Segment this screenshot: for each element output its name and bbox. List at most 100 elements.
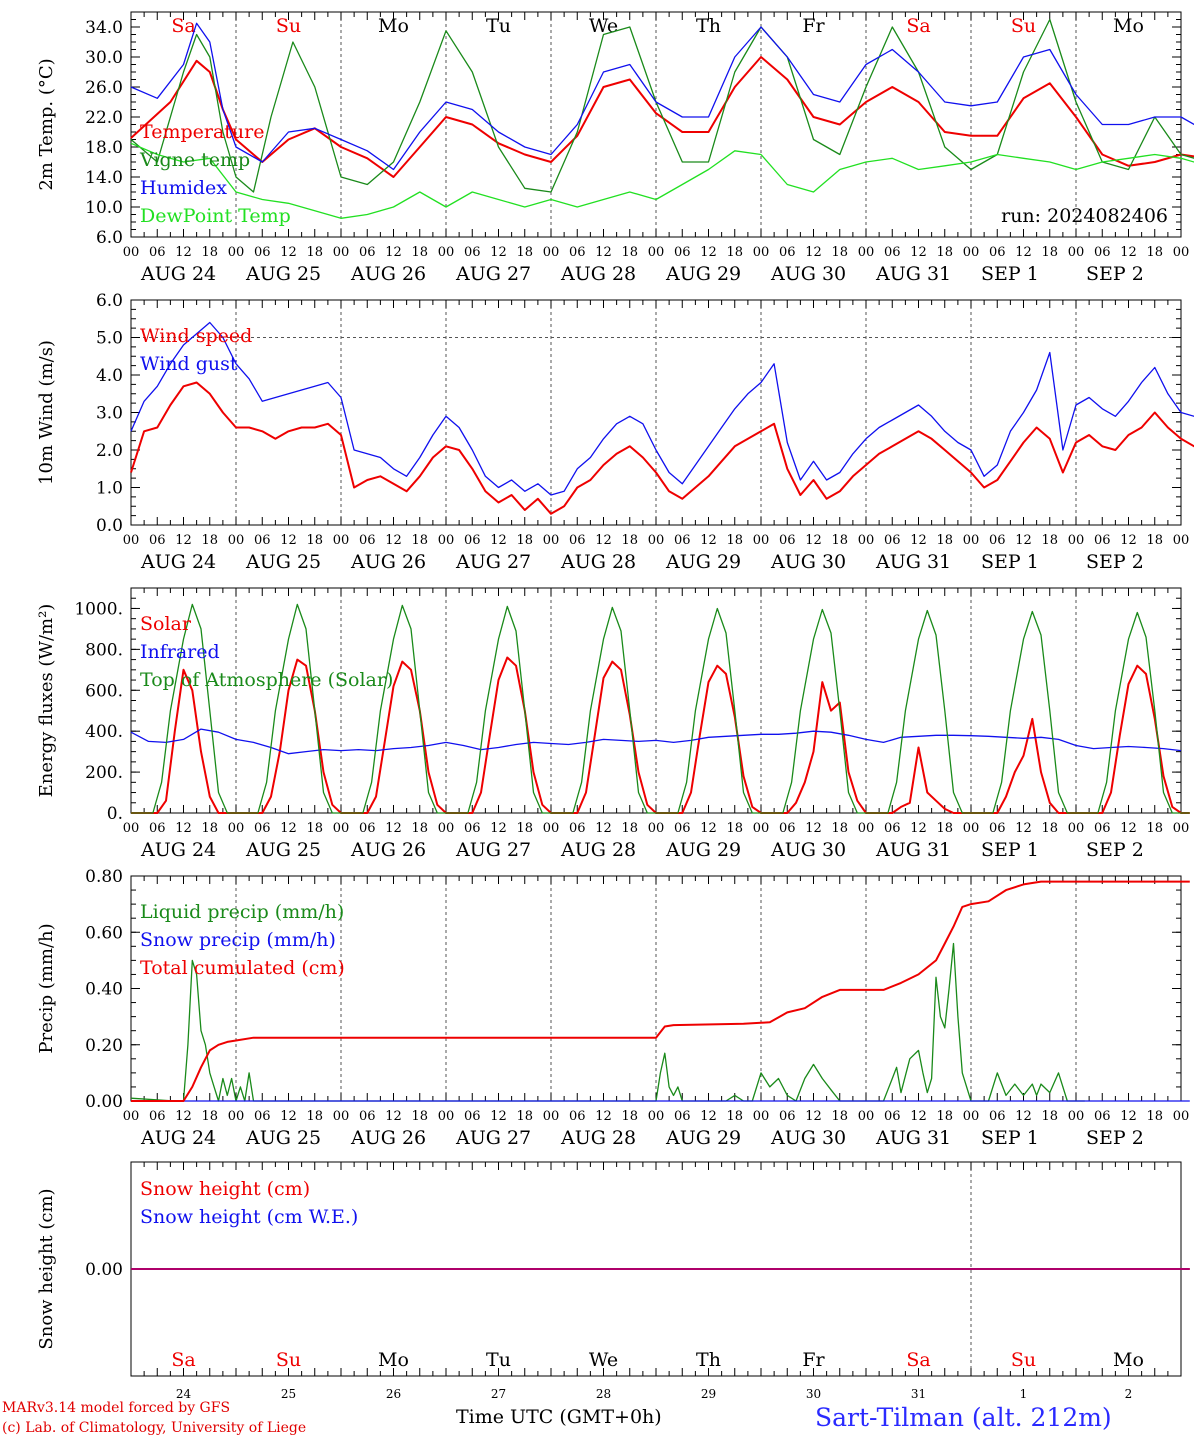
hour-tick-label: 06 <box>359 821 376 836</box>
hour-tick-label: 00 <box>858 821 875 836</box>
date-label: AUG 25 <box>245 263 321 285</box>
hour-tick-label: 06 <box>569 821 586 836</box>
date-label: AUG 24 <box>140 551 216 573</box>
legend-entry: Solar <box>140 613 192 635</box>
hour-tick-label: 12 <box>805 821 822 836</box>
hour-tick-label: 00 <box>438 245 455 260</box>
date-label: AUG 28 <box>560 551 636 573</box>
hour-tick-label: 00 <box>858 1109 875 1124</box>
hour-tick-label: 12 <box>595 1109 612 1124</box>
hour-tick-label: 00 <box>123 533 140 548</box>
date-label: AUG 30 <box>770 263 846 285</box>
panel-2: 0.0 1.0 2.0 3.0 4.0 5.0 6.0 10m Wind (m/s) 00 06 1… <box>36 291 1194 573</box>
y-axis-label: 10m Wind (m/s) <box>36 340 57 485</box>
date-label: AUG 27 <box>455 839 531 861</box>
hour-tick-label: 06 <box>779 1109 796 1124</box>
hour-tick-label: 12 <box>805 245 822 260</box>
hour-tick-label: 06 <box>569 533 586 548</box>
hour-tick-label: 18 <box>1041 533 1058 548</box>
hour-tick-label: 18 <box>516 1109 533 1124</box>
hour-tick-label: 00 <box>858 533 875 548</box>
hour-tick-label: 00 <box>123 821 140 836</box>
hour-tick-label: 06 <box>464 1109 481 1124</box>
hour-tick-label: 18 <box>306 245 323 260</box>
y-tick-label: 18.0 <box>85 138 123 158</box>
hour-tick-label: 00 <box>1068 1109 1085 1124</box>
hour-tick-label: 18 <box>516 533 533 548</box>
hour-tick-label: 18 <box>726 821 743 836</box>
day-of-week-label: Su <box>1011 15 1036 37</box>
hour-tick-label: 12 <box>910 245 927 260</box>
day-of-week-label: Tu <box>486 1349 511 1371</box>
hour-tick-label: 12 <box>175 1109 192 1124</box>
hour-tick-label: 18 <box>936 821 953 836</box>
day-of-week-label: We <box>589 15 618 37</box>
day-number-label: 27 <box>491 1387 506 1401</box>
legend-entry: Total cumulated (cm) <box>140 957 345 979</box>
hour-tick-label: 12 <box>1120 245 1137 260</box>
hour-tick-label: 06 <box>254 245 271 260</box>
hour-tick-label: 06 <box>1094 533 1111 548</box>
date-label: AUG 31 <box>875 839 951 861</box>
hour-tick-label: 18 <box>411 1109 428 1124</box>
y-tick-label: 800. <box>85 640 123 660</box>
hour-tick-label: 00 <box>1173 1109 1190 1124</box>
legend-entry: Top of Atmosphere (Solar) <box>140 669 393 691</box>
hour-tick-label: 06 <box>569 1109 586 1124</box>
hour-tick-label: 12 <box>700 821 717 836</box>
hour-tick-label: 06 <box>254 821 271 836</box>
hour-tick-label: 00 <box>333 533 350 548</box>
hour-tick-label: 18 <box>306 533 323 548</box>
day-of-week-label: Mo <box>378 15 409 37</box>
run-annotation: run: 2024082406 <box>1001 205 1168 227</box>
day-of-week-label: Mo <box>1113 1349 1144 1371</box>
y-tick-label: 0. <box>107 804 123 824</box>
hour-tick-label: 06 <box>884 245 901 260</box>
hour-tick-label: 06 <box>989 1109 1006 1124</box>
hour-tick-label: 06 <box>464 245 481 260</box>
hour-tick-label: 06 <box>359 533 376 548</box>
y-tick-label: 0.80 <box>85 867 123 887</box>
hour-tick-label: 00 <box>963 821 980 836</box>
date-label: SEP 1 <box>981 551 1039 573</box>
hour-tick-label: 18 <box>516 821 533 836</box>
hour-tick-label: 00 <box>228 821 245 836</box>
hour-tick-label: 12 <box>1120 1109 1137 1124</box>
date-label: AUG 29 <box>665 263 741 285</box>
hour-tick-label: 06 <box>779 245 796 260</box>
hour-tick-label: 18 <box>726 533 743 548</box>
legend-entry: Wind speed <box>140 325 252 347</box>
series-line <box>130 22 1194 171</box>
hour-tick-label: 06 <box>254 1109 271 1124</box>
hour-tick-label: 12 <box>805 533 822 548</box>
hour-tick-label: 18 <box>1041 821 1058 836</box>
hour-tick-label: 00 <box>438 821 455 836</box>
hour-tick-label: 12 <box>700 533 717 548</box>
hour-tick-label: 18 <box>1041 245 1058 260</box>
y-tick-label: 0.60 <box>85 923 123 943</box>
hour-tick-label: 12 <box>1120 533 1137 548</box>
day-number-label: 31 <box>911 1387 926 1401</box>
y-tick-label: 3.0 <box>96 404 123 424</box>
legend-entry: Vigne temp <box>139 149 250 171</box>
date-label: AUG 26 <box>350 1127 426 1149</box>
legend-entry: Infrared <box>140 641 220 663</box>
hour-tick-label: 06 <box>149 1109 166 1124</box>
hour-tick-label: 18 <box>306 821 323 836</box>
lab-credit: (c) Lab. of Climatology, University of L… <box>2 1420 307 1436</box>
hour-tick-label: 06 <box>464 821 481 836</box>
hour-tick-label: 18 <box>936 1109 953 1124</box>
day-of-week-label: We <box>589 1349 618 1371</box>
series-line <box>130 728 1182 755</box>
hour-tick-label: 12 <box>1015 821 1032 836</box>
series-line <box>130 56 1194 178</box>
hour-tick-label: 12 <box>490 533 507 548</box>
day-of-week-label: Th <box>696 1349 721 1371</box>
hour-tick-label: 18 <box>411 245 428 260</box>
hour-tick-label: 06 <box>989 245 1006 260</box>
y-tick-label: 4.0 <box>96 366 123 386</box>
hour-tick-label: 06 <box>464 533 481 548</box>
y-tick-label: 5.0 <box>96 329 123 349</box>
series-line <box>131 880 1190 1102</box>
hour-tick-label: 18 <box>621 821 638 836</box>
